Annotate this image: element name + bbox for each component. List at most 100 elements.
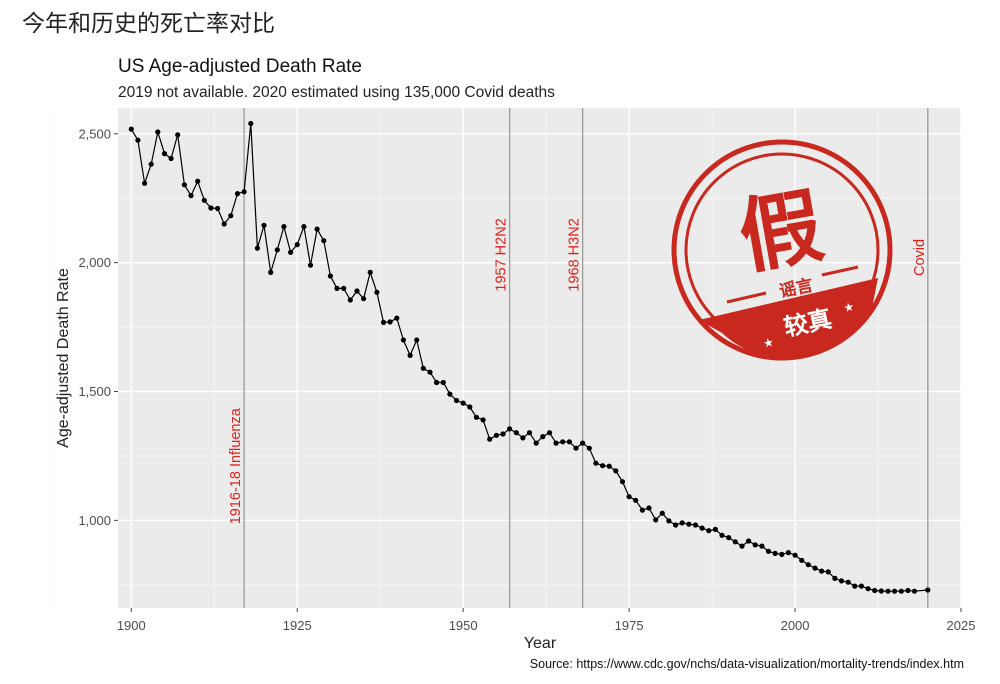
data-point bbox=[135, 137, 141, 143]
stamp: 假 谣言 较真 ★ ★ bbox=[671, 139, 893, 361]
data-point bbox=[248, 120, 254, 127]
data-point bbox=[580, 440, 586, 446]
data-point bbox=[759, 543, 765, 549]
stamp-star-left: ★ bbox=[762, 335, 775, 351]
data-point bbox=[911, 588, 918, 594]
data-point bbox=[288, 249, 294, 255]
data-point bbox=[845, 579, 851, 585]
data-point bbox=[865, 586, 871, 592]
data-point bbox=[215, 205, 221, 212]
data-point bbox=[347, 297, 353, 303]
data-point bbox=[892, 588, 898, 594]
data-point bbox=[334, 285, 340, 291]
data-point bbox=[307, 262, 314, 268]
x-tick-label: 1975 bbox=[615, 618, 644, 633]
data-point bbox=[878, 588, 884, 594]
data-point bbox=[487, 436, 493, 442]
data-point bbox=[646, 505, 652, 511]
y-tick-label: 1,500 bbox=[78, 384, 111, 399]
data-point bbox=[480, 417, 486, 423]
data-point bbox=[321, 238, 327, 244]
data-point bbox=[686, 521, 692, 527]
y-tick-label: 2,500 bbox=[78, 126, 111, 141]
data-point bbox=[838, 578, 845, 584]
data-point bbox=[606, 463, 612, 469]
data-point bbox=[812, 565, 818, 571]
data-point bbox=[719, 532, 725, 538]
x-axis-ticks: 1900 1925 1950 1975 2000 2025 bbox=[117, 608, 976, 633]
x-tick-label: 1900 bbox=[117, 618, 146, 633]
data-point bbox=[752, 542, 758, 548]
data-point bbox=[354, 288, 360, 294]
data-point bbox=[905, 587, 911, 594]
data-point bbox=[792, 552, 798, 558]
x-tick-label: 1925 bbox=[283, 618, 312, 633]
stamp-main-char: 假 bbox=[732, 179, 829, 287]
data-point bbox=[626, 494, 632, 500]
data-point bbox=[327, 273, 333, 279]
data-point bbox=[746, 538, 752, 544]
series-layer bbox=[128, 120, 931, 594]
data-point bbox=[573, 445, 579, 451]
data-point bbox=[155, 129, 161, 135]
data-point bbox=[639, 507, 646, 513]
y-tick-label: 2,000 bbox=[78, 255, 111, 270]
data-point bbox=[726, 535, 732, 541]
y-axis-ticks: 1,000 1,500 2,000 2,500 bbox=[78, 126, 118, 528]
data-point bbox=[533, 440, 539, 446]
data-point bbox=[241, 189, 247, 195]
data-point bbox=[692, 522, 699, 528]
data-point bbox=[805, 562, 811, 568]
data-point bbox=[613, 468, 619, 474]
data-point bbox=[832, 575, 838, 582]
data-point bbox=[341, 285, 347, 291]
data-point bbox=[447, 391, 453, 397]
data-point bbox=[712, 526, 719, 533]
data-point bbox=[872, 587, 878, 594]
data-point bbox=[361, 296, 367, 302]
data-point bbox=[520, 435, 526, 441]
data-point bbox=[699, 525, 705, 531]
plot-panel bbox=[118, 108, 961, 608]
data-point bbox=[208, 205, 214, 211]
data-point bbox=[819, 568, 825, 574]
data-point bbox=[898, 588, 904, 594]
data-point bbox=[221, 221, 227, 227]
data-point bbox=[460, 400, 466, 406]
data-point bbox=[374, 289, 380, 295]
data-point bbox=[314, 226, 320, 232]
data-point bbox=[586, 445, 592, 451]
data-point bbox=[281, 224, 287, 230]
y-axis-label: Age-adjusted Death Rate bbox=[55, 268, 72, 448]
data-point bbox=[294, 242, 300, 248]
data-point bbox=[128, 126, 134, 132]
x-tick-label: 2025 bbox=[947, 618, 976, 633]
stamp-band bbox=[699, 278, 878, 359]
data-point bbox=[188, 193, 194, 199]
data-point bbox=[440, 379, 446, 386]
stamp-divider-left bbox=[726, 291, 767, 304]
annotation-label: 1968 H3N2 bbox=[567, 218, 583, 291]
data-point bbox=[168, 155, 174, 162]
data-point bbox=[513, 430, 519, 436]
data-point bbox=[161, 151, 168, 157]
data-point bbox=[493, 432, 499, 438]
chart-title: US Age-adjusted Death Rate bbox=[118, 56, 362, 77]
data-point bbox=[799, 557, 805, 563]
x-tick-label: 2000 bbox=[781, 618, 810, 633]
data-point bbox=[600, 463, 606, 469]
data-point bbox=[619, 479, 626, 485]
data-point bbox=[228, 213, 234, 219]
data-point bbox=[507, 426, 513, 432]
data-point bbox=[779, 551, 785, 558]
data-point bbox=[195, 178, 201, 184]
data-point bbox=[546, 430, 553, 436]
data-point bbox=[732, 539, 738, 545]
data-point bbox=[148, 161, 154, 167]
data-point bbox=[380, 319, 387, 325]
chart-subtitle: 2019 not available. 2020 estimated using… bbox=[118, 84, 555, 101]
data-point bbox=[427, 369, 433, 375]
annotation-labels: 1916-18 Influenza 1957 H2N2 1968 H3N2 Covid bbox=[228, 218, 928, 524]
data-point bbox=[553, 440, 559, 446]
data-point bbox=[268, 269, 274, 275]
